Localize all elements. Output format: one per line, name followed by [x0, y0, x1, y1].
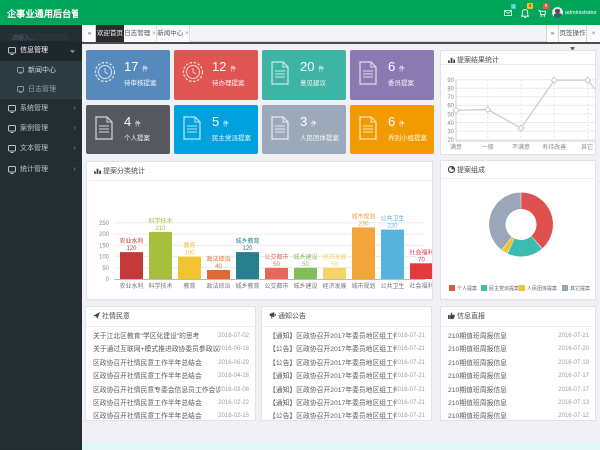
- svg-text:50: 50: [331, 262, 338, 268]
- svg-text:40: 40: [215, 264, 222, 270]
- svg-text:50: 50: [447, 112, 454, 118]
- svg-text:其它提案: 其它提案: [570, 285, 590, 292]
- svg-text:科学技术: 科学技术: [148, 282, 172, 290]
- svg-text:教育: 教育: [183, 282, 195, 290]
- svg-text:50: 50: [273, 262, 280, 268]
- svg-text:220: 220: [387, 224, 398, 230]
- svg-text:0: 0: [106, 277, 110, 283]
- svg-text:其它: 其它: [581, 143, 593, 151]
- svg-text:30: 30: [447, 129, 454, 135]
- svg-text:城市规划: 城市规划: [351, 282, 375, 290]
- svg-text:公交都市: 公交都市: [264, 253, 288, 261]
- svg-text:150: 150: [99, 243, 110, 249]
- svg-text:经济发展: 经济发展: [322, 253, 346, 261]
- svg-text:一般: 一般: [482, 143, 494, 151]
- svg-text:120: 120: [126, 246, 137, 252]
- svg-text:政法综治: 政法综治: [206, 282, 230, 290]
- svg-text:农业水利: 农业水利: [119, 282, 143, 290]
- svg-text:100: 100: [184, 251, 195, 257]
- svg-text:民主党派提案: 民主党派提案: [489, 285, 519, 292]
- svg-text:70: 70: [447, 95, 454, 101]
- svg-text:60: 60: [447, 104, 454, 110]
- svg-text:250: 250: [99, 221, 110, 227]
- svg-text:210: 210: [155, 226, 166, 232]
- svg-text:不满意: 不满意: [512, 143, 530, 151]
- svg-text:科学技术: 科学技术: [148, 217, 172, 225]
- svg-text:经济发展: 经济发展: [322, 282, 346, 290]
- svg-text:个人提案: 个人提案: [457, 285, 477, 292]
- svg-text:城市规划: 城市规划: [351, 212, 375, 220]
- svg-text:城乡教育: 城乡教育: [235, 237, 259, 245]
- svg-text:70: 70: [418, 257, 425, 263]
- svg-text:社会福利: 社会福利: [409, 248, 432, 256]
- svg-text:公共卫生: 公共卫生: [380, 215, 404, 223]
- svg-text:90: 90: [447, 78, 454, 84]
- svg-text:满意: 满意: [450, 143, 462, 151]
- svg-text:200: 200: [99, 232, 110, 238]
- svg-text:人民团体提案: 人民团体提案: [527, 285, 557, 292]
- svg-text:农业水利: 农业水利: [119, 237, 143, 245]
- svg-text:50: 50: [302, 262, 309, 268]
- svg-text:50: 50: [102, 266, 109, 272]
- svg-text:城乡建设: 城乡建设: [293, 282, 317, 290]
- svg-text:80: 80: [447, 87, 454, 93]
- svg-text:20: 20: [447, 138, 454, 144]
- svg-text:城乡建设: 城乡建设: [293, 253, 317, 261]
- svg-text:社会福利: 社会福利: [409, 282, 432, 290]
- svg-text:公交都市: 公交都市: [264, 282, 288, 290]
- svg-text:政法综治: 政法综治: [206, 255, 230, 263]
- svg-text:有待改善: 有待改善: [542, 143, 566, 151]
- svg-text:120: 120: [242, 246, 253, 252]
- svg-text:230: 230: [358, 221, 369, 227]
- svg-text:100: 100: [99, 255, 110, 261]
- svg-text:公共卫生: 公共卫生: [380, 282, 404, 290]
- svg-text:城乡教育: 城乡教育: [235, 282, 259, 290]
- svg-text:教育: 教育: [183, 242, 195, 250]
- svg-text:40: 40: [447, 121, 454, 127]
